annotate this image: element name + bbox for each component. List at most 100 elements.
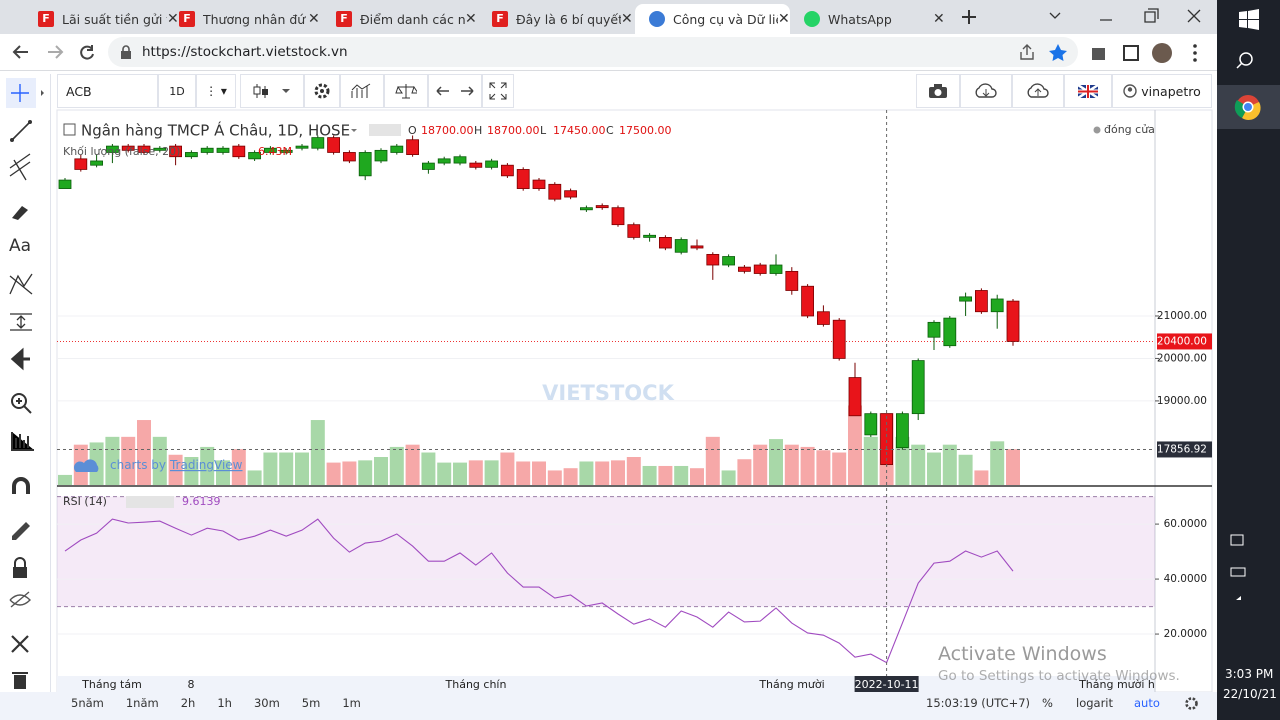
indicators-button[interactable]: [340, 74, 384, 108]
volume-bar: [563, 468, 578, 485]
browser-actions[interactable]: [1090, 42, 1210, 64]
url-box[interactable]: https://stockchart.vietstock.vn: [108, 37, 1078, 67]
tab[interactable]: WhatsApp ✕: [790, 4, 945, 34]
chart-type-button[interactable]: [240, 74, 304, 108]
range-button[interactable]: 1năm: [125, 696, 159, 710]
range-button[interactable]: 1h: [217, 696, 232, 710]
drawing-tools[interactable]: Aa: [0, 74, 50, 714]
interval-button[interactable]: 1D: [158, 74, 196, 108]
clock: 15:03:19 (UTC+7): [926, 696, 1031, 710]
candle-body: [311, 137, 325, 149]
volume-bar: [58, 474, 72, 485]
tab[interactable]: F Đây là 6 bí quyết ✕: [478, 4, 633, 34]
volume-bar: [437, 462, 452, 485]
tab[interactable]: F Lãi suất tiền gửi t ✕: [24, 4, 179, 34]
volume-bar: [389, 446, 404, 485]
volume-bar: [705, 436, 720, 485]
compare-button[interactable]: [384, 74, 428, 108]
percent-toggle[interactable]: %: [1042, 696, 1053, 710]
rsi-tick-label: 60.0000: [1164, 518, 1207, 530]
volume-bar: [611, 460, 625, 485]
candle-body: [1006, 300, 1020, 342]
url: https://stockchart.vietstock.vn: [142, 44, 348, 60]
address-bar: https://stockchart.vietstock.vn: [0, 34, 1217, 71]
user-name: vinapetro: [1141, 83, 1201, 99]
auto-toggle[interactable]: auto: [1134, 696, 1160, 710]
rsi-tick-label: 20.0000: [1164, 628, 1207, 640]
legend-checkbox: [63, 123, 76, 136]
candle-body: [753, 264, 767, 274]
new-tab[interactable]: [960, 8, 978, 26]
tab-active[interactable]: Công cụ và Dữ liệ ✕: [635, 4, 790, 34]
text-tool[interactable]: Aa: [9, 236, 31, 256]
candle-body: [817, 311, 830, 325]
candle-body: [848, 377, 862, 417]
volume-bar: [484, 460, 499, 485]
chart: 21000.00 20000.00 19000.00 VIETSTOCK charts …: [0, 109, 1217, 720]
x-tick-label: Tháng mười h: [1078, 678, 1155, 691]
candle-body: [927, 321, 941, 338]
volume-bar: [121, 436, 136, 485]
more-button[interactable]: ⋮ ▾: [196, 74, 236, 108]
candle-body: [832, 319, 846, 359]
candle-body: [390, 145, 404, 153]
taskbar-icons[interactable]: [1217, 0, 1280, 608]
fullscreen-button[interactable]: [482, 74, 514, 108]
load-button[interactable]: [960, 74, 1012, 108]
range-button[interactable]: 5m: [301, 696, 321, 710]
candle-body: [975, 290, 988, 313]
volume-bar: [958, 454, 973, 485]
candle-body: [896, 413, 909, 449]
candle-body: [880, 413, 893, 466]
candle-body: [911, 360, 925, 415]
rsi-line: [64, 518, 1014, 664]
candle-body: [864, 413, 878, 436]
watermark: VIETSTOCK: [542, 381, 674, 405]
volume-bar: [310, 420, 325, 485]
rsi-band: [57, 496, 1155, 607]
candle-body: [279, 149, 293, 153]
volume-bar: [832, 452, 847, 485]
volume-bar: [184, 457, 199, 485]
volume-bar: [942, 444, 957, 485]
candle-body: [342, 152, 356, 162]
nav-buttons[interactable]: [10, 42, 100, 62]
log-toggle[interactable]: logarit: [1076, 696, 1114, 710]
candle-body: [785, 270, 799, 291]
volume-bar: [547, 470, 562, 485]
range-button[interactable]: 5năm: [71, 696, 104, 710]
settings-button[interactable]: [304, 74, 340, 108]
title-arrow: [351, 129, 357, 132]
volume-bar: [168, 454, 183, 485]
volume-legend-value: 6.43M: [258, 145, 292, 158]
ohlc-key: O: [408, 124, 417, 137]
undo-redo[interactable]: [428, 74, 482, 108]
candle-body: [959, 296, 972, 302]
volume-bar: [421, 452, 436, 485]
volume-bar: [295, 452, 309, 485]
snapshot-button[interactable]: [916, 74, 960, 108]
user-button[interactable]: vinapetro: [1112, 74, 1212, 108]
volume-bar: [231, 449, 246, 485]
credit-link[interactable]: TradingView: [169, 458, 243, 472]
save-button[interactable]: [1012, 74, 1064, 108]
candle-body: [153, 147, 167, 151]
language-button[interactable]: [1064, 74, 1112, 108]
rsi-tick-label: 40.0000: [1164, 573, 1207, 585]
rsi-value: 9.6139: [182, 495, 221, 508]
window-controls[interactable]: [1045, 6, 1215, 26]
tab[interactable]: F Điểm danh các n ✕: [322, 4, 477, 34]
range-button[interactable]: 2h: [180, 696, 196, 710]
volume-bar: [626, 457, 641, 485]
candle-body: [121, 145, 135, 151]
volume-bar: [263, 452, 278, 485]
symbol-box[interactable]: ACB: [57, 74, 158, 108]
candle-body: [516, 169, 530, 189]
range-button[interactable]: 30m: [253, 696, 280, 710]
tab[interactable]: F Thương nhân đứ ✕: [165, 4, 320, 34]
candle-body: [437, 158, 451, 164]
volume-bar: [595, 461, 610, 485]
tab-title: Thương nhân đứ: [203, 11, 306, 27]
range-button[interactable]: 1m: [342, 696, 361, 710]
settings-icon[interactable]: [1184, 696, 1199, 711]
